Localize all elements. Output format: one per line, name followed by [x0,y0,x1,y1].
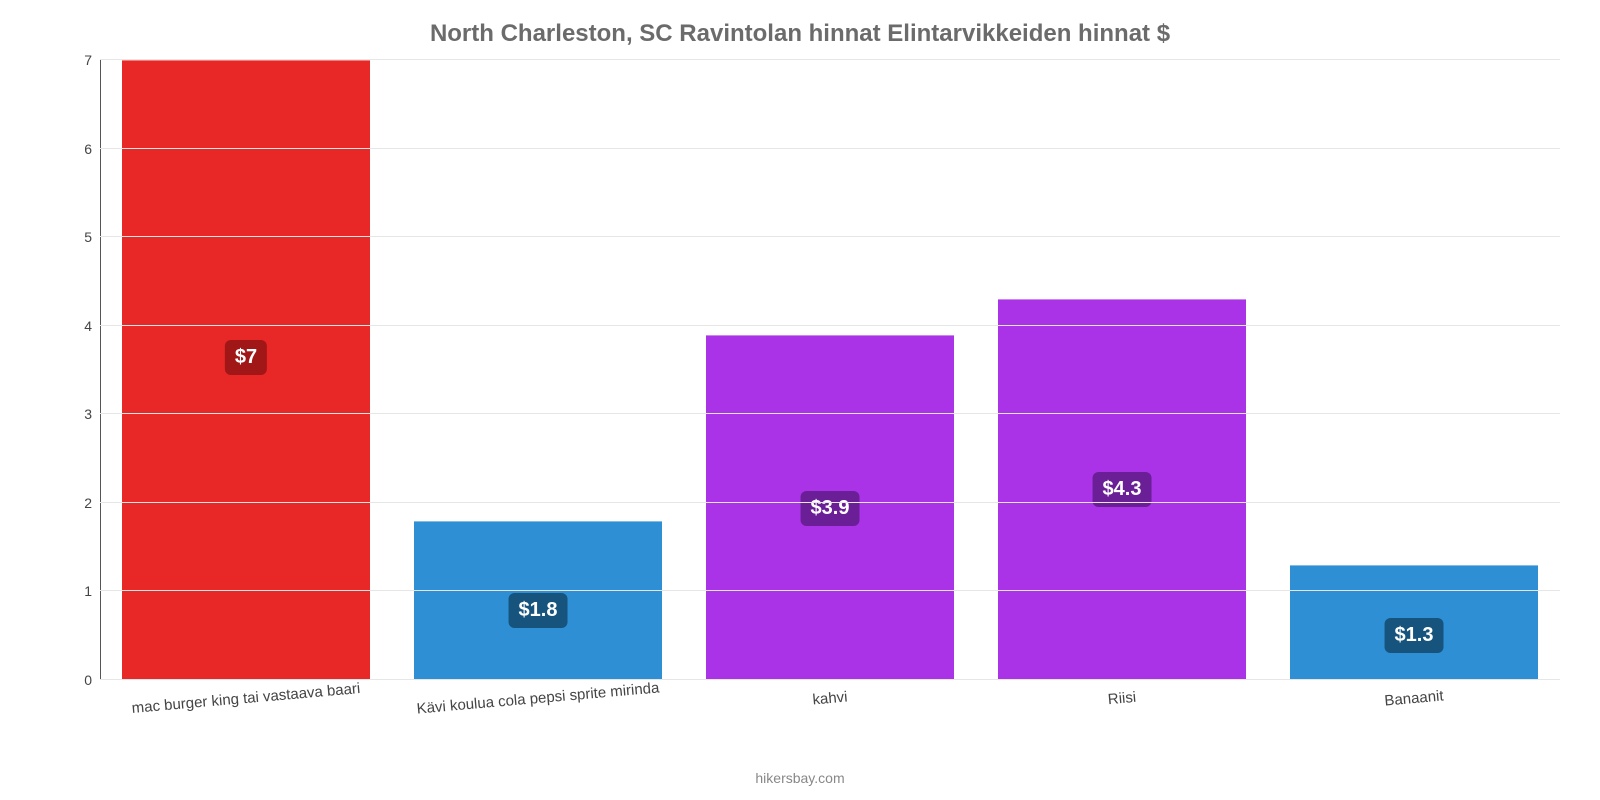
gridline [100,236,1560,237]
bar-value-label: $3.9 [801,491,860,526]
x-label-slot: Banaanit [1268,682,1560,742]
y-tick-label: 2 [84,495,100,511]
x-axis-label: Riisi [1107,689,1137,708]
bar-slot: $4.3 [976,60,1268,680]
bar-value-label: $1.3 [1385,618,1444,653]
y-tick-label: 4 [84,318,100,334]
bar-value-label: $1.8 [509,593,568,628]
gridline [100,59,1560,60]
plot-area: $7$1.8$3.9$4.3$1.3 01234567 [100,60,1560,680]
x-axis-label: mac burger king tai vastaava baari [131,680,361,717]
x-axis-label: Banaanit [1384,687,1444,709]
y-tick-label: 7 [84,52,100,68]
bar: $1.8 [414,521,662,680]
bar: $3.9 [706,335,954,680]
bar: $1.3 [1290,565,1538,680]
gridline [100,148,1560,149]
x-axis-labels: mac burger king tai vastaava baari Kävi k… [100,682,1560,742]
y-tick-label: 5 [84,229,100,245]
x-axis-label: Kävi koulua cola pepsi sprite mirinda [416,679,660,717]
gridline [100,325,1560,326]
x-axis-label: kahvi [812,689,848,709]
y-tick-label: 3 [84,406,100,422]
y-tick-label: 1 [84,583,100,599]
bar-slot: $7 [100,60,392,680]
bar-value-label: $7 [225,340,267,375]
bar-slot: $3.9 [684,60,976,680]
y-tick-label: 6 [84,141,100,157]
x-label-slot: Kävi koulua cola pepsi sprite mirinda [392,682,684,742]
bar-slot: $1.3 [1268,60,1560,680]
gridline [100,413,1560,414]
bar: $4.3 [998,299,1246,680]
y-tick-label: 0 [84,672,100,688]
gridline [100,679,1560,680]
chart-credit: hikersbay.com [0,770,1600,786]
chart-title: North Charleston, SC Ravintolan hinnat E… [0,20,1600,48]
gridline [100,590,1560,591]
bar-slot: $1.8 [392,60,684,680]
price-bar-chart: North Charleston, SC Ravintolan hinnat E… [0,0,1600,800]
x-label-slot: mac burger king tai vastaava baari [100,682,392,742]
x-label-slot: kahvi [684,682,976,742]
x-label-slot: Riisi [976,682,1268,742]
bars-container: $7 $1.8 $3.9 $4.3 $1.3 [100,60,1560,680]
gridline [100,502,1560,503]
bar: $7 [122,60,370,680]
